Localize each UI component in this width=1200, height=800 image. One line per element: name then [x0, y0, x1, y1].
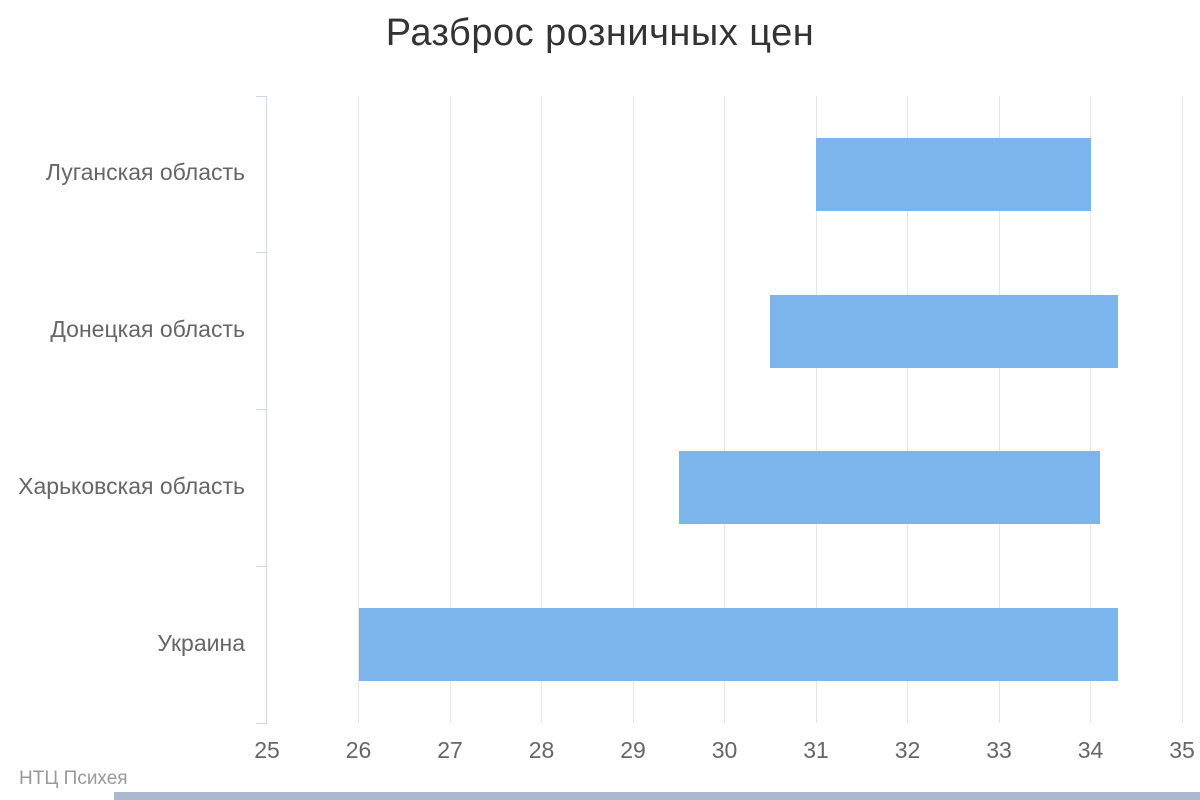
gridline — [1090, 96, 1091, 723]
category-label: Харьковская область — [18, 472, 245, 499]
category-axis-tick — [256, 95, 267, 97]
category-axis-tick — [256, 722, 267, 724]
gridline — [907, 96, 908, 723]
x-tick-label: 34 — [1077, 737, 1104, 763]
category-axis-tick — [256, 409, 267, 410]
x-tick-label: 33 — [986, 737, 1012, 763]
chart-title: Разброс розничных цен — [385, 12, 815, 54]
category-label: Украина — [157, 629, 245, 656]
gridline — [724, 96, 725, 723]
x-tick-label: 27 — [437, 737, 463, 763]
range-bar[interactable] — [816, 137, 1091, 211]
category-label: Луганская область — [45, 159, 245, 186]
x-tick-label: 30 — [711, 737, 738, 763]
x-tick-label: 35 — [1169, 737, 1195, 763]
x-tick-label: 29 — [620, 737, 646, 763]
x-tick-label: 31 — [803, 737, 829, 763]
gridline — [358, 96, 359, 723]
x-tick-label: 26 — [345, 737, 372, 763]
category-axis-tick — [256, 565, 267, 567]
x-tick-label: 25 — [254, 737, 280, 763]
bottom-scrollbar-strip — [114, 792, 1200, 800]
gridline — [632, 96, 634, 723]
category-label: Донецкая область — [50, 316, 245, 343]
x-tick-label: 32 — [894, 737, 921, 763]
range-bar[interactable] — [358, 608, 1118, 682]
x-tick-label: 28 — [528, 737, 555, 763]
gridline — [998, 96, 1000, 723]
range-bar[interactable] — [678, 451, 1100, 525]
credits-label: НТЦ Психея — [19, 768, 128, 789]
range-bar[interactable] — [770, 294, 1118, 368]
gridline — [1181, 96, 1183, 723]
gridline — [541, 96, 542, 723]
gridline — [449, 96, 451, 723]
category-axis-tick — [256, 252, 267, 254]
gridline — [815, 96, 817, 723]
